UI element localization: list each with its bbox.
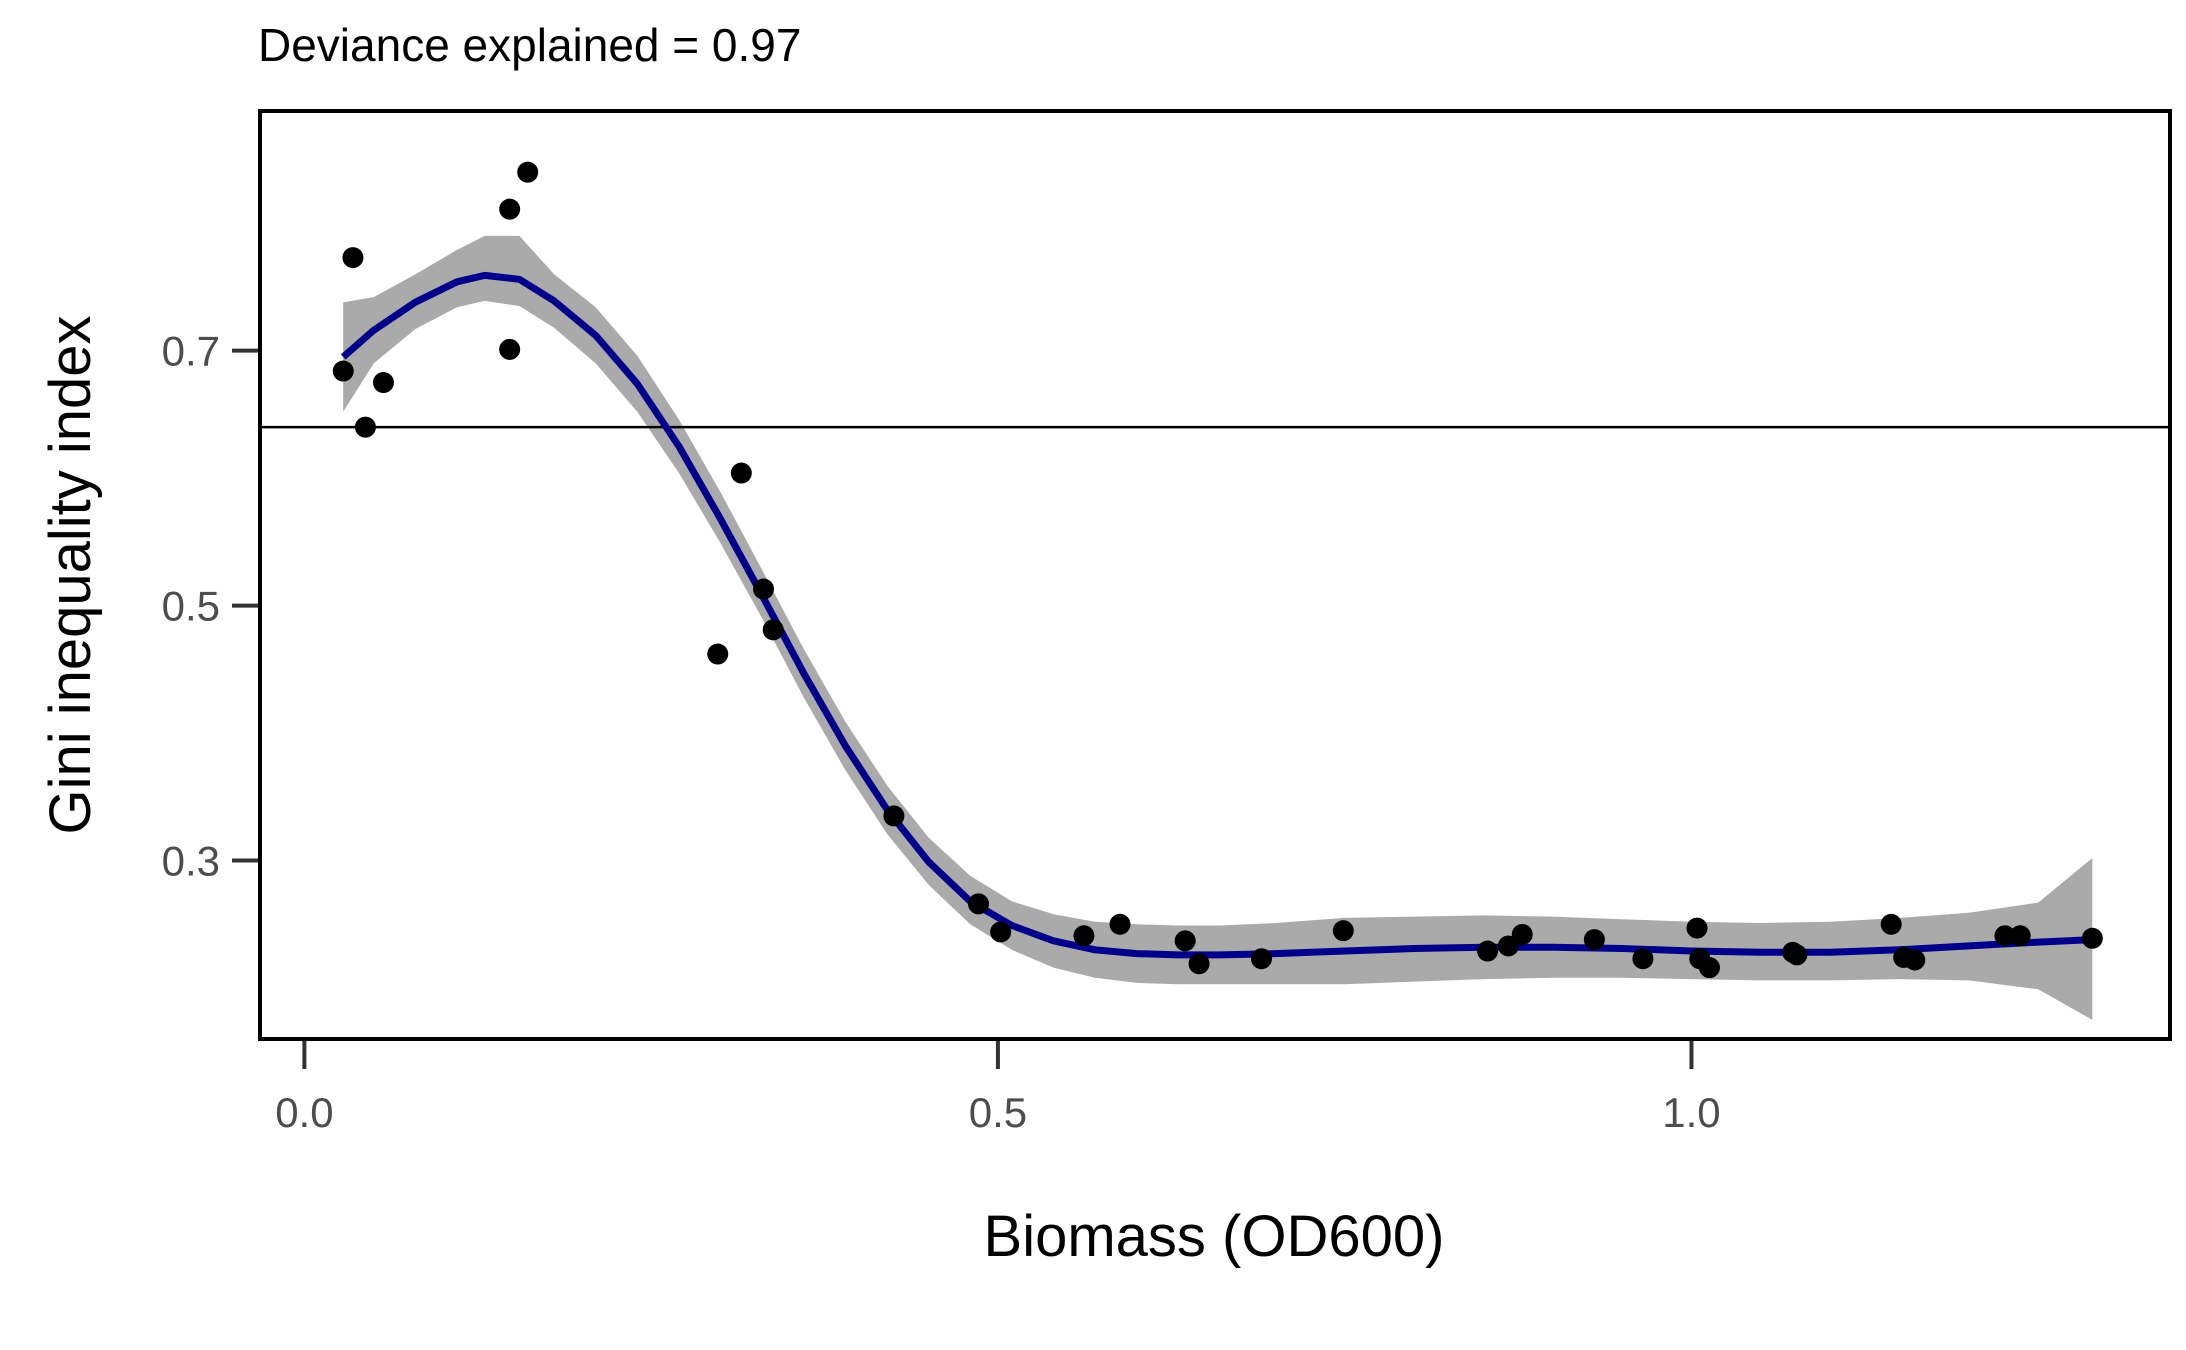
data-point <box>1073 925 1095 947</box>
smooth-line-layer <box>340 271 2093 959</box>
data-point <box>1583 929 1605 951</box>
chart-title: Deviance explained = 0.97 <box>258 19 801 71</box>
data-point <box>1686 917 1708 939</box>
y-tick-label: 0.7 <box>162 328 220 375</box>
data-point <box>990 921 1012 943</box>
confidence-band <box>343 235 2093 1020</box>
data-point <box>2009 925 2031 947</box>
data-point <box>499 198 521 220</box>
data-point <box>753 578 775 600</box>
data-point <box>968 893 990 915</box>
y-tick-label: 0.5 <box>162 583 220 630</box>
y-axis: 0.3 0.5 0.7 <box>162 328 258 885</box>
x-axis: 0.0 0.5 1.0 <box>275 1041 1721 1136</box>
data-point <box>499 338 521 360</box>
data-point <box>517 161 539 183</box>
data-point <box>1904 949 1926 971</box>
x-tick-label: 0.0 <box>275 1089 333 1136</box>
x-tick-label: 0.5 <box>969 1089 1027 1136</box>
data-point <box>1477 940 1499 962</box>
plot-panel <box>258 109 2172 1041</box>
confidence-band-layer <box>343 235 2093 1020</box>
data-point <box>2081 927 2103 949</box>
data-point <box>762 619 784 641</box>
data-point <box>1188 953 1210 975</box>
data-point <box>1174 930 1196 952</box>
data-point <box>342 247 364 269</box>
data-point <box>707 643 729 665</box>
data-point <box>1250 948 1272 970</box>
data-point <box>1332 920 1354 942</box>
data-point <box>354 416 376 438</box>
data-point <box>1109 913 1131 935</box>
data-point <box>1994 925 2016 947</box>
data-point <box>730 462 752 484</box>
x-tick-label: 1.0 <box>1662 1089 1720 1136</box>
data-point <box>1880 913 1902 935</box>
data-point <box>1511 923 1533 945</box>
smooth-line <box>340 271 2093 959</box>
data-point <box>372 372 394 394</box>
data-point <box>1698 957 1720 979</box>
y-tick-label: 0.3 <box>162 838 220 885</box>
x-axis-title: Biomass (OD600) <box>984 1204 1445 1269</box>
data-points-layer <box>332 161 2103 979</box>
data-point <box>332 360 354 382</box>
data-point <box>1632 948 1654 970</box>
data-point <box>1786 944 1808 966</box>
data-point <box>1497 935 1519 957</box>
y-axis-title: Gini inequality index <box>38 315 103 834</box>
data-point <box>883 805 905 827</box>
plot-panel-border <box>258 109 2172 1041</box>
